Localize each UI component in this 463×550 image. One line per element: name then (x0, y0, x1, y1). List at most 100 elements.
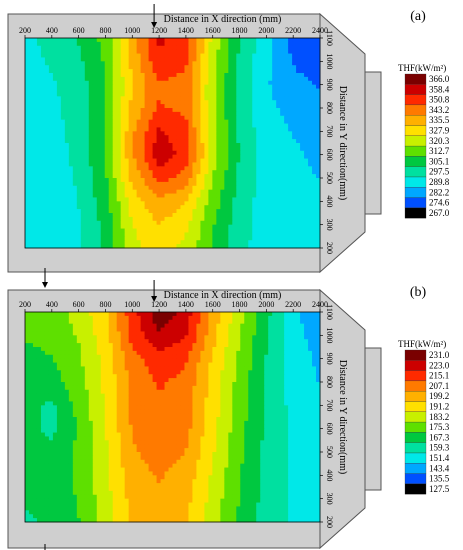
contour-cell (80, 92, 86, 97)
contour-cell (136, 350, 142, 356)
contour-cell (212, 181, 217, 187)
contour-cell (148, 135, 153, 140)
contour-cell (88, 358, 94, 363)
contour-cell (188, 189, 193, 194)
contour-cell (200, 88, 205, 93)
contour-cell (144, 49, 149, 54)
contour-cell (88, 244, 94, 249)
contour-cell (60, 232, 66, 237)
contour-cell (56, 84, 62, 89)
contour-cell (124, 323, 130, 328)
contour-cell (44, 347, 50, 352)
contour-cell (284, 73, 289, 78)
contour-cell (316, 312, 321, 317)
contour-cell (188, 209, 193, 214)
contour-cell (180, 41, 185, 47)
contour-cell (220, 174, 225, 179)
contour-cell (84, 170, 90, 175)
contour-cell (288, 213, 293, 218)
contour-cell (44, 127, 50, 132)
contour-cell (144, 323, 149, 328)
contour-cell (184, 339, 189, 344)
contour-cell (180, 189, 185, 194)
contour-cell (168, 347, 173, 352)
contour-cell (28, 57, 34, 62)
contour-cell (292, 131, 297, 136)
contour-cell (188, 158, 193, 163)
contour-cell (25, 119, 30, 124)
legend-value: 358.4 (429, 84, 450, 94)
legend-value: 350.8 (429, 95, 450, 105)
contour-cell (204, 123, 209, 128)
contour-cell (152, 327, 157, 332)
contour-cell (64, 73, 70, 78)
contour-cell (88, 189, 94, 194)
contour-cell (316, 49, 321, 54)
contour-cell (244, 146, 249, 152)
contour-cell (156, 201, 161, 206)
contour-cell (184, 88, 189, 93)
contour-cell (148, 61, 153, 66)
contour-cell (68, 319, 74, 325)
contour-cell (224, 108, 229, 113)
contour-cell (232, 49, 237, 54)
contour-cell (208, 88, 213, 93)
contour-cell (312, 232, 317, 237)
contour-cell (240, 240, 245, 245)
contour-cell (168, 53, 173, 58)
contour-cell (28, 92, 34, 97)
contour-cell (72, 319, 78, 325)
contour-cell (284, 84, 289, 89)
contour-cell (80, 108, 86, 113)
contour-cell (288, 166, 293, 171)
contour-cell (304, 108, 309, 113)
contour-cell (312, 335, 317, 340)
contour-cell (112, 115, 118, 121)
contour-cell (152, 96, 157, 101)
contour-cell (148, 127, 153, 132)
contour-cell (300, 65, 305, 70)
contour-cell (56, 350, 62, 356)
contour-cell (44, 201, 50, 206)
contour-cell (204, 193, 209, 198)
contour-cell (104, 220, 110, 226)
contour-cell (224, 178, 229, 183)
contour-cell (164, 323, 169, 328)
contour-cell (52, 323, 58, 328)
contour-cell (188, 146, 193, 152)
contour-cell (308, 236, 313, 241)
contour-cell (148, 220, 153, 226)
contour-cell (184, 41, 189, 47)
contour-cell (264, 319, 269, 325)
contour-cell (44, 135, 50, 140)
contour-cell (100, 343, 106, 348)
contour-cell (244, 84, 249, 89)
contour-cell (220, 119, 225, 124)
contour-cell (136, 139, 142, 144)
contour-cell (304, 100, 309, 105)
contour-cell (300, 339, 305, 344)
contour-cell (208, 53, 213, 58)
contour-cell (76, 119, 82, 124)
contour-cell (248, 315, 253, 321)
contour-cell (236, 201, 241, 206)
contour-cell (296, 185, 301, 191)
contour-cell (52, 96, 58, 101)
contour-cell (112, 131, 118, 136)
contour-cell (280, 339, 285, 344)
contour-cell (268, 350, 273, 356)
contour-cell (28, 76, 34, 82)
contour-cell (280, 65, 285, 70)
contour-cell (128, 224, 134, 229)
contour-cell (128, 76, 134, 82)
contour-cell (132, 49, 138, 54)
contour-cell (116, 170, 122, 175)
contour-cell (232, 45, 237, 51)
contour-cell (196, 213, 201, 218)
contour-cell (124, 69, 130, 74)
contour-cell (136, 80, 142, 86)
contour-cell (176, 65, 181, 70)
contour-cell (88, 119, 94, 124)
contour-cell (292, 96, 297, 101)
contour-cell (48, 323, 54, 328)
